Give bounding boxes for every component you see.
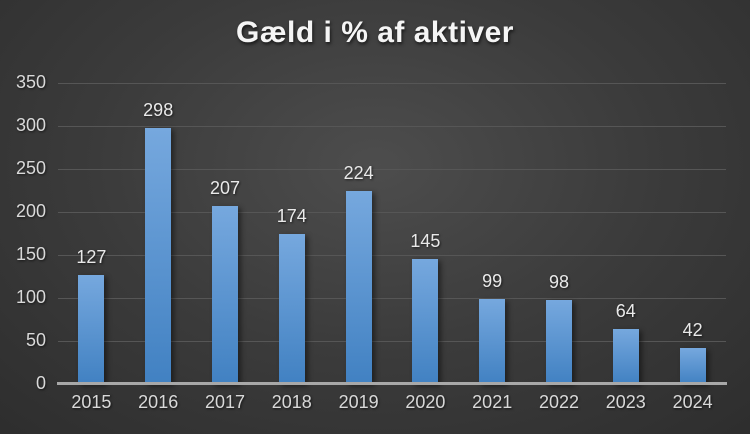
bar-slot-2019: 224: [325, 83, 392, 384]
y-tick-label-150: 150: [15, 244, 46, 264]
gridline-200: [58, 211, 726, 213]
x-tick-label-2024: 2024: [672, 392, 713, 412]
y-tick-label-250: 250: [15, 158, 46, 178]
bar-slot-2016: 298: [125, 83, 192, 384]
data-label-2017: 207: [209, 177, 241, 198]
data-label-2020: 145: [410, 231, 441, 252]
x-axis-line: [57, 382, 727, 385]
y-tick-label-350: 350: [15, 72, 46, 92]
gridline-300: [58, 125, 726, 127]
data-label-2016: 298: [143, 99, 174, 120]
x-tick-label-2018: 2018: [271, 392, 312, 412]
bar-2021[interactable]: [479, 298, 506, 384]
y-tick-label-300: 300: [15, 115, 46, 135]
bar-slot-2017: 207: [192, 83, 259, 384]
x-tick-label-2017: 2017: [204, 392, 246, 412]
x-tick-label-2019: 2019: [338, 392, 379, 412]
bar-2016[interactable]: [145, 127, 172, 384]
y-tick-label-50: 50: [25, 330, 46, 350]
data-label-2022: 98: [548, 271, 569, 292]
bar-slot-2021: 99: [459, 83, 526, 384]
data-label-2024: 42: [682, 319, 703, 340]
bar-2024[interactable]: [679, 347, 706, 384]
data-label-2015: 127: [76, 246, 107, 267]
bar-2018[interactable]: [278, 234, 305, 384]
x-tick-label-2021: 2021: [472, 392, 513, 412]
bar-2020[interactable]: [412, 259, 439, 384]
bar-2015[interactable]: [78, 274, 105, 384]
bar-2022[interactable]: [545, 299, 572, 384]
bar-slot-2022: 98: [526, 83, 593, 384]
bar-slot-2015: 127: [58, 83, 125, 384]
x-tick-label-2020: 2020: [405, 392, 446, 412]
bar-2023[interactable]: [612, 328, 639, 384]
data-label-2019: 224: [343, 163, 374, 184]
data-label-2018: 174: [276, 206, 307, 227]
gridline-250: [58, 168, 726, 170]
bar-slot-2023: 64: [592, 83, 659, 384]
x-tick-label-2023: 2023: [605, 392, 646, 412]
bar-2017[interactable]: [211, 205, 238, 384]
y-tick-label-100: 100: [15, 287, 46, 307]
x-tick-label-2016: 2016: [138, 392, 179, 412]
y-tick-label-0: 0: [35, 373, 46, 393]
bar-slot-2020: 145: [392, 83, 459, 384]
bar-slot-2018: 174: [258, 83, 325, 384]
bar-2019[interactable]: [345, 191, 372, 384]
gridline-100: [58, 297, 726, 299]
gridline-150: [58, 254, 726, 256]
x-tick-label-2022: 2022: [538, 392, 580, 412]
gridline-50: [58, 340, 726, 342]
y-tick-label-200: 200: [15, 201, 46, 221]
gridline-350: [58, 82, 726, 84]
data-label-2023: 64: [615, 300, 636, 321]
bar-slot-2024: 42: [659, 83, 726, 384]
chart-title: Gæld i % af aktiver: [236, 16, 514, 49]
plot-area: 127 298 207 174 224 145 99 98 64 42: [57, 82, 727, 385]
x-tick-label-2015: 2015: [71, 392, 112, 412]
data-label-2021: 99: [482, 270, 503, 291]
